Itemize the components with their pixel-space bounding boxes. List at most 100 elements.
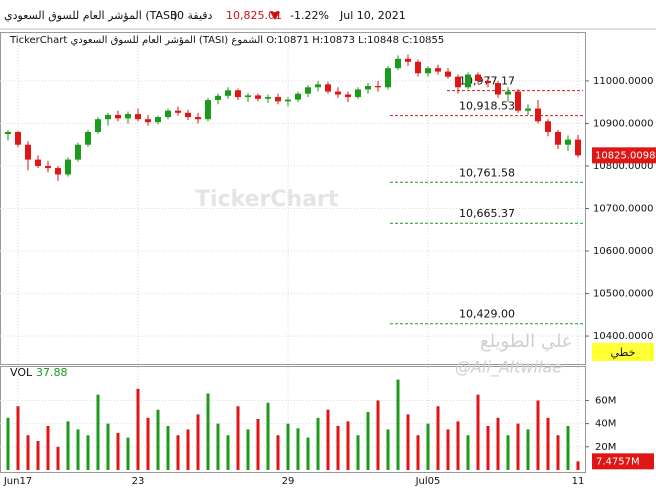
- candle-body: [485, 80, 491, 84]
- x-tick-label: 11: [572, 476, 585, 487]
- level-label: 10,665.37: [459, 207, 515, 220]
- volume-bar: [446, 429, 450, 470]
- volume-bar: [346, 421, 350, 470]
- candle-body: [415, 61, 421, 74]
- candle-body: [285, 99, 291, 102]
- candle-body: [365, 86, 371, 90]
- candle-body: [425, 68, 431, 74]
- volume-bar: [376, 400, 380, 470]
- last-volume-box: [592, 453, 654, 470]
- y-tick-label: 10500.0000: [593, 289, 653, 300]
- candle-body: [25, 144, 31, 160]
- volume-bar: [336, 425, 340, 470]
- volume-bar: [296, 428, 300, 470]
- scale-mode-box[interactable]: [592, 343, 654, 361]
- y-tick-label: 20M: [595, 442, 616, 453]
- volume-bar: [86, 435, 90, 470]
- candle-body: [405, 58, 411, 62]
- volume-bar: [166, 425, 170, 470]
- level-label: 10,429.00: [459, 308, 515, 321]
- volume-bar: [566, 425, 570, 470]
- volume-bar: [96, 394, 100, 470]
- scale-mode[interactable]: خطي: [611, 346, 636, 359]
- candle-body: [395, 58, 401, 69]
- volume-bar: [326, 409, 330, 470]
- candle-body: [155, 117, 161, 123]
- candle-body: [15, 131, 21, 145]
- candle-body: [525, 108, 531, 111]
- candle-body: [325, 84, 331, 92]
- volume-bar: [136, 388, 140, 470]
- volume-bar: [176, 435, 180, 470]
- candle-body: [195, 117, 201, 120]
- candle-body: [435, 68, 441, 72]
- candle-body: [275, 97, 281, 102]
- candle-body: [205, 100, 211, 120]
- candle-body: [75, 144, 81, 160]
- candle-body: [465, 74, 471, 88]
- candle-body: [335, 91, 341, 95]
- candle-body: [375, 86, 381, 88]
- candle-body: [515, 91, 521, 111]
- volume-bar: [156, 409, 160, 470]
- candle-body: [445, 71, 451, 77]
- author-handle: @Ali_Altwilae: [455, 358, 562, 378]
- candle-body: [115, 114, 121, 119]
- candle-body: [555, 131, 561, 145]
- candle-body: [315, 84, 321, 88]
- candle-body: [95, 119, 101, 132]
- x-tick-label: Jun17: [3, 476, 32, 487]
- author-name: علي الطويلع: [480, 331, 573, 352]
- volume-bar: [576, 461, 580, 470]
- candle-body: [45, 165, 51, 169]
- level-label: 10,761.58: [459, 166, 515, 179]
- candle-body: [145, 119, 151, 123]
- volume-bar: [436, 406, 440, 470]
- volume-bar: [456, 421, 460, 470]
- volume-bar: [256, 419, 260, 470]
- candle-body: [185, 112, 191, 118]
- volume-bar: [546, 417, 550, 470]
- volume-bar: [56, 446, 60, 470]
- volume-bar: [226, 435, 230, 470]
- volume-bar: [186, 429, 190, 470]
- volume-bar: [246, 429, 250, 470]
- volume-bar: [126, 437, 130, 470]
- candle-body: [565, 139, 571, 145]
- candle-body: [355, 89, 361, 98]
- y-tick-label: 60M: [595, 395, 616, 406]
- volume-bar: [486, 425, 490, 470]
- volume-bar: [286, 423, 290, 470]
- candle-body: [505, 91, 511, 95]
- volume-bar: [386, 429, 390, 470]
- candle-body: [245, 95, 251, 98]
- candle-body: [35, 159, 41, 166]
- volume-bar: [206, 393, 210, 470]
- x-tick-label: 29: [282, 476, 295, 487]
- volume-bar: [6, 417, 10, 470]
- volume-bar: [76, 429, 80, 470]
- volume-bar: [26, 435, 30, 470]
- volume-bar: [356, 435, 360, 470]
- y-tick-label: 10900.0000: [593, 118, 653, 129]
- volume-name: VOL: [10, 366, 33, 379]
- candle-body: [215, 95, 221, 101]
- volume-bar: [276, 435, 280, 470]
- candle-body: [125, 114, 131, 119]
- last-price-box: [592, 147, 656, 164]
- volume-bar: [196, 414, 200, 470]
- candle-body: [265, 97, 271, 99]
- candle-body: [545, 121, 551, 132]
- candle-body: [535, 108, 541, 122]
- header-date: Jul 10, 2021: [339, 9, 406, 22]
- candle-body: [305, 87, 311, 94]
- candle-body: [345, 94, 351, 98]
- volume-bar: [556, 435, 560, 470]
- candle-body: [85, 131, 91, 145]
- header-price: 10,825.01: [226, 9, 282, 22]
- level-label: 10,918.53: [459, 100, 515, 113]
- volume-bar: [146, 417, 150, 470]
- volume-bar: [16, 406, 20, 470]
